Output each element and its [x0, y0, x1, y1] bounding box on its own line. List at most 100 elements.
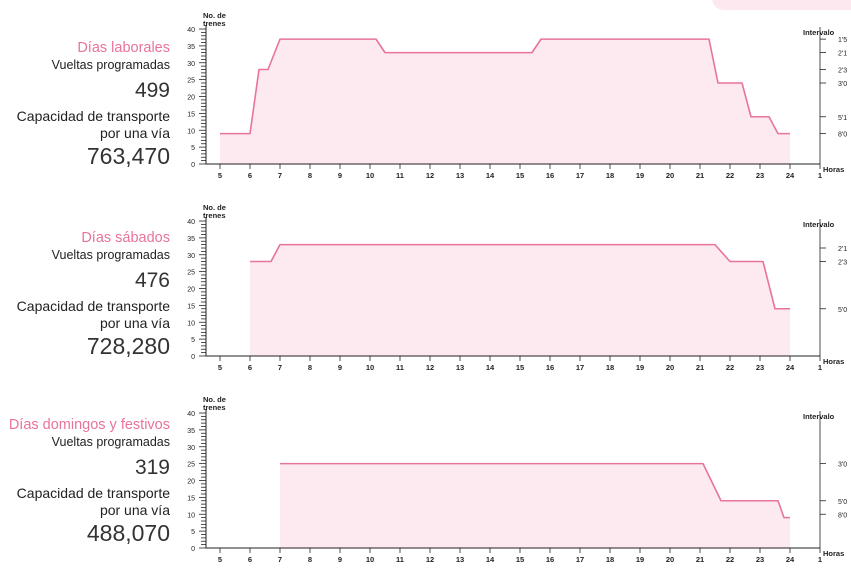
x-tick-label: 12: [426, 171, 434, 180]
x-tick-label: 1: [818, 555, 822, 564]
x-tick-label: 14: [486, 171, 495, 180]
right-axis-title: Intervalo: [803, 412, 835, 421]
x-tick-label: 15: [516, 363, 524, 372]
x-tick-label: 24: [786, 363, 795, 372]
right-tick-label: 5'1: [838, 115, 847, 122]
y-tick-label: 40: [187, 219, 195, 226]
x-tick-label: 21: [696, 363, 704, 372]
y-axis-title-line1: No. de: [203, 11, 226, 20]
capacity-label-line1: Capacidad de transporte: [16, 485, 170, 501]
x-tick-label: 21: [696, 555, 704, 564]
x-tick-label: 7: [278, 363, 282, 372]
right-tick-label: 1'5: [838, 37, 847, 44]
series-area: [250, 244, 790, 356]
x-tick-label: 6: [248, 555, 252, 564]
y-tick-label: 30: [187, 61, 195, 68]
y-axis-title-line2: trenes: [203, 211, 226, 220]
x-tick-label: 17: [576, 555, 584, 564]
x-tick-label: 5: [218, 555, 222, 564]
y-tick-label: 15: [187, 111, 195, 118]
y-tick-label: 35: [187, 44, 195, 51]
y-tick-label: 10: [187, 128, 195, 135]
x-tick-label: 19: [636, 555, 644, 564]
x-tick-label: 19: [636, 363, 644, 372]
series-area: [280, 463, 790, 548]
right-tick-label: 8'0: [838, 132, 847, 139]
saturday-info: Días sábados Vueltas programadas 476 Cap…: [0, 230, 170, 360]
x-tick-label: 23: [756, 363, 764, 372]
right-tick-label: 3'0: [838, 81, 847, 88]
x-tick-label: 13: [456, 555, 464, 564]
y-tick-label: 5: [191, 529, 195, 536]
y-tick-label: 35: [187, 236, 195, 243]
y-tick-label: 30: [187, 445, 195, 452]
x-tick-label: 8: [308, 171, 312, 180]
right-axis-title: Intervalo: [803, 28, 835, 37]
weekday-info: Días laborales Vueltas programadas 499 C…: [0, 40, 170, 170]
y-tick-label: 35: [187, 428, 195, 435]
x-tick-label: 22: [726, 171, 734, 180]
right-tick-label: 2'1: [838, 51, 847, 58]
trips-value: 319: [134, 456, 170, 479]
x-tick-label: 1: [818, 171, 822, 180]
x-tick-label: 11: [396, 555, 404, 564]
x-tick-label: 11: [396, 363, 404, 372]
x-tick-label: 10: [366, 363, 374, 372]
x-tick-label: 9: [338, 555, 342, 564]
y-tick-label: 20: [187, 479, 195, 486]
capacity-label-line2: por una vía: [99, 125, 170, 141]
x-tick-label: 18: [606, 363, 614, 372]
x-tick-label: 7: [278, 171, 282, 180]
x-tick-label: 6: [248, 363, 252, 372]
x-tick-label: 12: [426, 363, 434, 372]
y-tick-label: 0: [191, 546, 195, 553]
x-tick-label: 23: [756, 171, 764, 180]
x-tick-label: 24: [786, 555, 795, 564]
x-tick-label: 22: [726, 363, 734, 372]
x-tick-label: 1: [818, 363, 822, 372]
series-line: [220, 38, 790, 135]
capacity-value: 763,470: [86, 143, 170, 169]
trips-value: 476: [134, 269, 170, 292]
x-tick-label: 13: [456, 363, 464, 372]
y-tick-label: 15: [187, 303, 195, 310]
y-tick-label: 20: [187, 287, 195, 294]
y-tick-label: 5: [191, 145, 195, 152]
y-tick-label: 25: [187, 462, 195, 469]
y-axis-title-line1: No. de: [203, 395, 226, 404]
x-axis-title: Horas: [823, 549, 844, 558]
y-tick-label: 5: [191, 337, 195, 344]
x-tick-label: 5: [218, 171, 222, 180]
trips-label: Vueltas programadas: [51, 58, 170, 72]
x-tick-label: 10: [366, 171, 374, 180]
x-tick-label: 19: [636, 171, 644, 180]
x-tick-label: 10: [366, 555, 374, 564]
x-tick-label: 20: [666, 363, 674, 372]
x-tick-label: 15: [516, 555, 524, 564]
x-tick-label: 21: [696, 171, 704, 180]
y-tick-label: 0: [191, 162, 195, 169]
x-tick-label: 9: [338, 363, 342, 372]
x-tick-label: 22: [726, 555, 734, 564]
x-tick-label: 5: [218, 363, 222, 372]
y-tick-label: 25: [187, 78, 195, 85]
sunday-info: Días domingos y festivos Vueltas program…: [0, 417, 170, 547]
day-label: Días sábados: [81, 230, 170, 246]
right-tick-label: 5'0: [838, 499, 847, 506]
y-tick-label: 40: [187, 27, 195, 34]
day-label: Días laborales: [77, 40, 170, 56]
y-tick-label: 10: [187, 320, 195, 327]
right-tick-label: 2'1: [838, 246, 847, 253]
x-tick-label: 16: [546, 171, 554, 180]
x-tick-label: 14: [486, 555, 495, 564]
y-tick-label: 40: [187, 411, 195, 418]
capacity-label-line1: Capacidad de transporte: [16, 298, 170, 314]
x-tick-label: 8: [308, 555, 312, 564]
capacity-label-line1: Capacidad de transporte: [16, 108, 170, 124]
x-tick-label: 17: [576, 363, 584, 372]
day-label: Días domingos y festivos: [8, 417, 170, 433]
capacity-label-line2: por una vía: [99, 502, 170, 518]
y-tick-label: 0: [191, 354, 195, 361]
trips-label: Vueltas programadas: [51, 248, 170, 262]
